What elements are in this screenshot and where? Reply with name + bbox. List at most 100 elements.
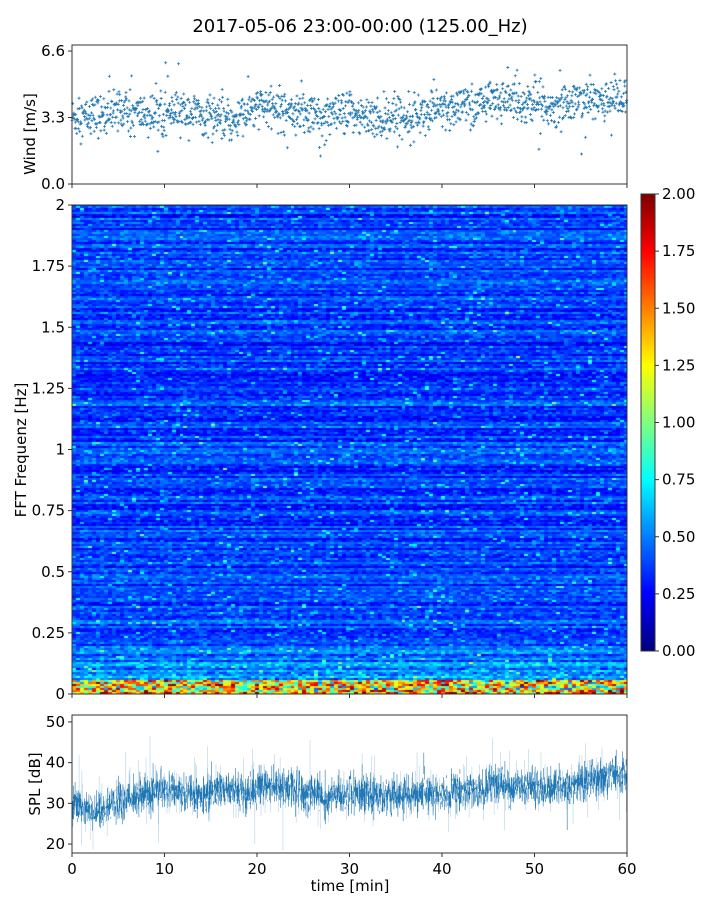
- wind-point: [279, 105, 283, 109]
- wind-point: [159, 89, 163, 93]
- wind-point: [465, 97, 469, 101]
- wind-point: [609, 81, 613, 85]
- wind-point: [373, 135, 377, 139]
- wind-point: [165, 113, 169, 117]
- wind-point: [321, 107, 325, 111]
- wind-point: [444, 105, 448, 109]
- wind-point: [558, 115, 562, 119]
- wind-point: [370, 100, 374, 104]
- wind-point: [402, 106, 406, 110]
- wind-point: [83, 110, 87, 114]
- wind-point: [454, 111, 458, 115]
- wind-point: [411, 114, 415, 118]
- wind-point: [468, 103, 472, 107]
- wind-point: [380, 125, 384, 129]
- wind-point: [357, 114, 361, 118]
- wind-point: [461, 101, 465, 105]
- wind-point: [335, 126, 339, 130]
- wind-point: [268, 108, 272, 112]
- wind-point: [573, 102, 577, 106]
- wind-point: [414, 107, 418, 111]
- wind-point: [219, 100, 223, 104]
- wind-point: [214, 106, 218, 110]
- spl-ytick-label: 40: [46, 754, 65, 772]
- wind-point: [597, 104, 601, 108]
- wind-point: [174, 90, 178, 94]
- wind-point: [228, 124, 232, 128]
- wind-point: [177, 62, 181, 66]
- wind-point: [516, 94, 520, 98]
- wind-point: [615, 82, 619, 86]
- wind-point: [89, 132, 93, 136]
- wind-point: [143, 113, 147, 117]
- wind-point: [109, 121, 113, 125]
- wind-point: [579, 92, 583, 96]
- wind-point: [204, 109, 208, 113]
- wind-point: [93, 95, 97, 99]
- wind-point: [491, 101, 495, 105]
- wind-point: [386, 109, 390, 113]
- wind-point: [345, 124, 349, 128]
- wind-point: [109, 106, 113, 110]
- wind-point: [220, 137, 224, 141]
- wind-point: [187, 139, 191, 143]
- wind-point: [299, 79, 303, 83]
- wind-point: [187, 115, 191, 119]
- wind-point: [257, 114, 261, 118]
- wind-point: [302, 118, 306, 122]
- spl-line: [71, 749, 627, 831]
- wind-point: [76, 117, 80, 121]
- wind-point: [550, 119, 554, 123]
- wind-point: [182, 107, 186, 111]
- wind-point: [343, 132, 347, 136]
- wind-point: [483, 110, 487, 114]
- spectrogram-heatmap: [72, 205, 627, 694]
- wind-point: [572, 116, 576, 120]
- wind-point: [572, 84, 576, 88]
- wind-point: [513, 74, 517, 78]
- wind-point: [125, 112, 129, 116]
- wind-point: [161, 112, 165, 116]
- wind-point: [295, 94, 299, 98]
- wind-point: [108, 113, 112, 117]
- wind-point: [433, 112, 437, 116]
- wind-point: [526, 84, 530, 88]
- wind-point: [391, 101, 395, 105]
- wind-point: [83, 115, 87, 119]
- wind-point: [517, 98, 521, 102]
- wind-point: [117, 121, 121, 125]
- wind-point: [293, 124, 297, 128]
- wind-point: [379, 115, 383, 119]
- wind-point: [621, 102, 625, 106]
- wind-point: [480, 97, 484, 101]
- wind-point: [585, 92, 589, 96]
- wind-point: [264, 91, 268, 95]
- wind-point: [242, 112, 246, 116]
- wind-point: [304, 115, 308, 119]
- wind-point: [468, 128, 472, 132]
- wind-point: [268, 91, 272, 95]
- wind-point: [420, 103, 424, 107]
- wind-point: [264, 107, 268, 111]
- wind-point: [449, 122, 453, 126]
- wind-point: [192, 100, 196, 104]
- wind-point: [548, 104, 552, 108]
- wind-point: [623, 84, 627, 88]
- wind-point: [234, 125, 238, 129]
- wind-point: [259, 98, 263, 102]
- wind-point: [212, 124, 216, 128]
- wind-point: [197, 119, 201, 123]
- wind-point: [283, 92, 287, 96]
- wind-point: [411, 103, 415, 107]
- wind-point: [229, 108, 233, 112]
- wind-point: [161, 135, 165, 139]
- wind-point: [311, 99, 315, 103]
- wind-point: [380, 129, 384, 133]
- wind-point: [399, 100, 403, 104]
- spectrogram-ylabel: FFT Frequenz [Hz]: [12, 383, 30, 518]
- wind-point: [525, 102, 529, 106]
- wind-point: [565, 110, 569, 114]
- wind-point: [568, 101, 572, 105]
- wind-point: [90, 119, 94, 123]
- wind-point: [423, 113, 427, 117]
